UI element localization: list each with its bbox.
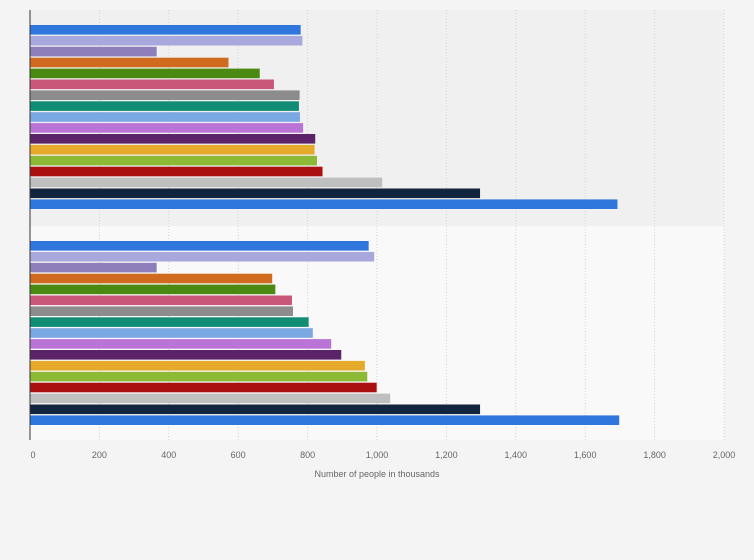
bar-group-2-15[interactable] (30, 393, 391, 404)
bar-group-2-4[interactable] (30, 273, 273, 284)
x-tick-label: 1,000 (366, 450, 389, 460)
bar-group-2-11[interactable] (30, 350, 342, 360)
x-tick-label: 600 (231, 450, 246, 460)
bar-group-2-16[interactable] (30, 404, 481, 415)
bar-group-1-5[interactable] (30, 68, 260, 79)
bar-group-1-15[interactable] (30, 177, 383, 188)
bar-group-2-13[interactable] (30, 371, 368, 382)
bar-group-2-7[interactable] (30, 306, 294, 316)
bar-group-1-16[interactable] (30, 188, 481, 199)
x-tick-label: 1,200 (435, 450, 458, 460)
x-tick-label: 2,000 (713, 450, 736, 460)
bar-group-1-2[interactable] (30, 35, 303, 46)
x-tick-label: 1,600 (574, 450, 597, 460)
x-tick-label: 200 (92, 450, 107, 460)
bar-group-2-2[interactable] (30, 251, 375, 262)
bar-group-1-12[interactable] (30, 144, 315, 155)
bar-group-1-13[interactable] (30, 155, 317, 166)
bar-group-1-10[interactable] (30, 123, 304, 133)
bar-group-2-9[interactable] (30, 328, 313, 338)
bar-group-2-10[interactable] (30, 339, 332, 349)
bars (30, 25, 620, 425)
bar-group-2-17[interactable] (30, 415, 620, 425)
bar-group-1-11[interactable] (30, 134, 316, 144)
x-tick-label: 1,800 (643, 450, 666, 460)
bar-group-1-6[interactable] (30, 79, 274, 90)
bar-group-2-8[interactable] (30, 317, 309, 327)
bar-group-1-9[interactable] (30, 112, 300, 122)
bar-group-2-5[interactable] (30, 284, 276, 295)
x-tick-label: 1,400 (505, 450, 528, 460)
bar-group-1-3[interactable] (30, 46, 157, 57)
bar-group-2-6[interactable] (30, 295, 292, 306)
bar-group-1-4[interactable] (30, 57, 229, 68)
bar-group-2-1[interactable] (30, 241, 369, 251)
x-axis-label: Number of people in thousands (314, 469, 440, 479)
x-tick-label: 400 (161, 450, 176, 460)
bar-group-1-14[interactable] (30, 166, 323, 177)
x-tick-label: 0 (30, 450, 35, 460)
bar-group-1-1[interactable] (30, 25, 301, 35)
bar-group-2-12[interactable] (30, 360, 365, 371)
x-tick-label: 800 (300, 450, 315, 460)
bar-group-1-8[interactable] (30, 101, 299, 111)
bar-group-1-7[interactable] (30, 90, 300, 100)
bar-group-2-14[interactable] (30, 382, 377, 393)
bar-group-1-17[interactable] (30, 199, 618, 209)
x-tick-labels: 0 200 400 600 800 1,000 1,200 1,400 1,600 1,800 2,… (30, 450, 735, 460)
bar-group-2-3[interactable] (30, 262, 157, 273)
